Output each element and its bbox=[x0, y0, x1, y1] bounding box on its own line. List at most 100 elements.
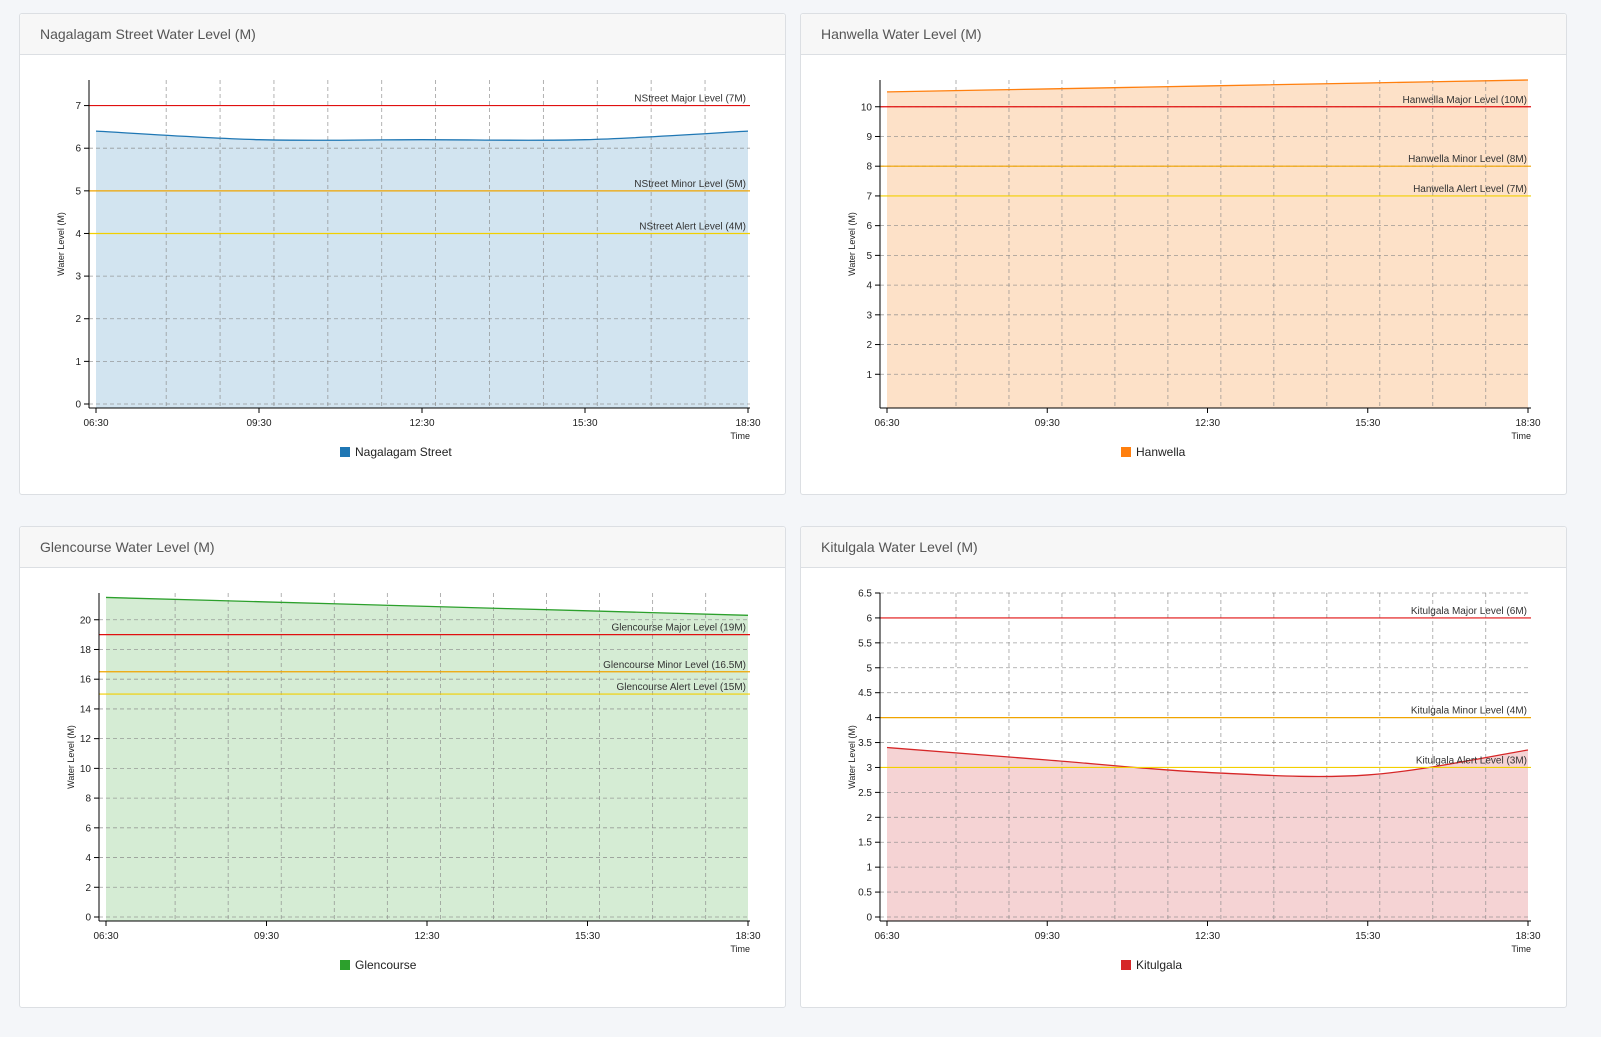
series-line bbox=[105, 596, 749, 616]
y-tick-label: 0 bbox=[866, 913, 872, 924]
x-tick-label: 06:30 bbox=[874, 418, 899, 429]
y-tick-label: 20 bbox=[80, 615, 92, 626]
x-tick-label: 12:30 bbox=[1195, 931, 1220, 942]
y-tick-label: 1 bbox=[866, 370, 872, 381]
area-fill bbox=[96, 131, 748, 408]
legend-label: Nagalagam Street bbox=[355, 445, 452, 459]
y-tick-label: 5 bbox=[866, 663, 872, 674]
y-tick-label: 1.5 bbox=[858, 838, 872, 849]
y-axis-title: Water Level (M) bbox=[847, 212, 857, 276]
area-fill bbox=[887, 80, 1528, 408]
x-tick-label: 09:30 bbox=[1035, 931, 1060, 942]
x-tick-label: 09:30 bbox=[1035, 418, 1060, 429]
chart-hanwella: Hanwella Major Level (10M) Hanwella Minor… bbox=[847, 79, 1541, 459]
y-tick-label: 6.5 bbox=[858, 589, 872, 600]
x-tick-label: 15:30 bbox=[1355, 418, 1380, 429]
chart-kitulgala: Kitulgala Major Level (6M) Kitulgala Mino… bbox=[847, 589, 1541, 973]
legend-swatch bbox=[340, 447, 350, 457]
y-tick-label: 2 bbox=[85, 883, 91, 894]
legend-label: Glencourse bbox=[355, 958, 417, 972]
threshold-label: Kitulgala Alert Level (3M) bbox=[1416, 755, 1527, 766]
y-tick-label: 3.5 bbox=[858, 738, 872, 749]
y-tick-label: 5.5 bbox=[858, 638, 872, 649]
y-tick-label: 4 bbox=[866, 281, 872, 292]
x-axis-title: Time bbox=[1511, 431, 1531, 441]
y-tick-label: 8 bbox=[85, 794, 91, 805]
y-tick-label: 6 bbox=[75, 144, 81, 155]
y-tick-label: 0 bbox=[75, 400, 81, 411]
x-tick-label: 12:30 bbox=[409, 418, 434, 429]
y-tick-label: 10 bbox=[80, 764, 92, 775]
y-tick-label: 6 bbox=[866, 613, 872, 624]
y-tick-label: 4 bbox=[85, 853, 91, 864]
x-tick-label: 18:30 bbox=[1515, 418, 1540, 429]
threshold-label: Hanwella Major Level (10M) bbox=[1403, 95, 1528, 106]
y-tick-label: 8 bbox=[866, 162, 872, 173]
series-line bbox=[886, 79, 1529, 93]
x-tick-label: 12:30 bbox=[1195, 418, 1220, 429]
y-tick-label: 4.5 bbox=[858, 688, 872, 699]
y-tick-label: 5 bbox=[866, 251, 872, 262]
y-tick-label: 7 bbox=[866, 191, 872, 202]
x-axis-title: Time bbox=[1511, 944, 1531, 954]
x-tick-label: 15:30 bbox=[575, 931, 600, 942]
panel-title: Nagalagam Street Water Level (M) bbox=[20, 14, 785, 55]
chart-panel-nagalagam: Nagalagam Street Water Level (M) NStreet… bbox=[19, 13, 786, 495]
y-tick-label: 3 bbox=[75, 272, 81, 283]
panel-title: Glencourse Water Level (M) bbox=[20, 527, 785, 568]
y-tick-label: 2 bbox=[866, 813, 872, 824]
x-axis-title: Time bbox=[730, 431, 750, 441]
threshold-label: Kitulgala Major Level (6M) bbox=[1411, 606, 1527, 617]
panel-title: Kitulgala Water Level (M) bbox=[801, 527, 1566, 568]
y-tick-label: 4 bbox=[866, 713, 872, 724]
threshold-label: NStreet Major Level (7M) bbox=[634, 94, 746, 105]
y-tick-label: 7 bbox=[75, 101, 81, 112]
threshold-label: Kitulgala Minor Level (4M) bbox=[1411, 706, 1527, 717]
x-tick-label: 18:30 bbox=[735, 418, 760, 429]
y-tick-label: 12 bbox=[80, 734, 92, 745]
x-tick-label: 15:30 bbox=[572, 418, 597, 429]
chart-nagalagam: NStreet Major Level (7M) NStreet Minor Le… bbox=[56, 80, 761, 459]
series-line bbox=[95, 130, 749, 141]
x-tick-label: 06:30 bbox=[93, 931, 118, 942]
y-tick-label: 9 bbox=[866, 132, 872, 143]
chart-panel-hanwella: Hanwella Water Level (M) Hanwella Major … bbox=[800, 13, 1567, 495]
y-tick-label: 4 bbox=[75, 229, 81, 240]
y-tick-label: 6 bbox=[85, 823, 91, 834]
series-line bbox=[886, 746, 1529, 778]
y-axis-title: Water Level (M) bbox=[847, 725, 857, 789]
y-axis-title: Water Level (M) bbox=[56, 212, 66, 276]
legend-label: Hanwella bbox=[1136, 445, 1186, 459]
y-tick-label: 5 bbox=[75, 186, 81, 197]
x-tick-label: 09:30 bbox=[246, 418, 271, 429]
x-tick-label: 06:30 bbox=[874, 931, 899, 942]
legend-swatch bbox=[1121, 447, 1131, 457]
threshold-label: Hanwella Minor Level (8M) bbox=[1408, 154, 1527, 165]
y-tick-label: 2 bbox=[866, 340, 872, 351]
y-tick-label: 2 bbox=[75, 314, 81, 325]
y-tick-label: 0.5 bbox=[858, 888, 872, 899]
x-tick-label: 09:30 bbox=[254, 931, 279, 942]
legend-swatch bbox=[1121, 960, 1131, 970]
y-tick-label: 3 bbox=[866, 310, 872, 321]
x-axis-title: Time bbox=[730, 944, 750, 954]
chart-panel-glencourse: Glencourse Water Level (M) Glencourse Ma… bbox=[19, 526, 786, 1008]
x-tick-label: 18:30 bbox=[1515, 931, 1540, 942]
x-tick-label: 15:30 bbox=[1355, 931, 1380, 942]
chart-panel-kitulgala: Kitulgala Water Level (M) Kitulgala Majo… bbox=[800, 526, 1567, 1008]
x-tick-label: 12:30 bbox=[414, 931, 439, 942]
y-tick-label: 14 bbox=[80, 704, 92, 715]
legend-label: Kitulgala bbox=[1136, 958, 1182, 972]
area-fill bbox=[106, 597, 748, 921]
chart-glencourse: Glencourse Major Level (19M) Glencourse M… bbox=[66, 593, 761, 972]
y-tick-label: 2.5 bbox=[858, 788, 872, 799]
y-tick-label: 18 bbox=[80, 645, 92, 656]
threshold-label: Hanwella Alert Level (7M) bbox=[1413, 184, 1527, 195]
legend-swatch bbox=[340, 960, 350, 970]
threshold-label: NStreet Minor Level (5M) bbox=[634, 179, 746, 190]
x-tick-label: 06:30 bbox=[83, 418, 108, 429]
threshold-label: NStreet Alert Level (4M) bbox=[639, 221, 746, 232]
y-tick-label: 0 bbox=[85, 913, 91, 924]
panel-title: Hanwella Water Level (M) bbox=[801, 14, 1566, 55]
y-axis-title: Water Level (M) bbox=[66, 725, 76, 789]
